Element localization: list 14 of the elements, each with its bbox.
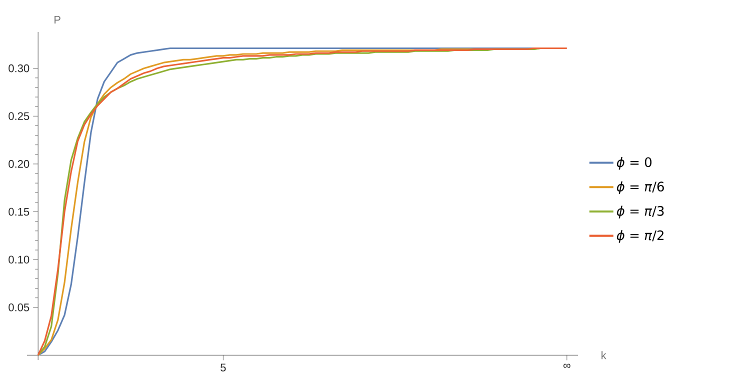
x-axis-title: k [602, 351, 606, 360]
x-tick-label: ∞ [563, 364, 570, 368]
y-tick-label: 0.10 [8, 256, 30, 264]
x-tick-label: 5 [220, 364, 226, 372]
legend-label: ϕ = 0 [616, 157, 652, 170]
y-tick-label: 0.05 [8, 304, 30, 312]
y-tick-label: 0.25 [8, 112, 30, 120]
y-tick-label: 0.20 [8, 160, 30, 168]
legend-label: ϕ = π/3 [616, 206, 664, 218]
y-axis-title: P [54, 16, 60, 24]
y-tick-label: 0.30 [8, 64, 30, 72]
legend-label: ϕ = π/2 [616, 230, 664, 243]
y-tick-label: 0.15 [8, 208, 30, 216]
legend-label: ϕ = π/6 [616, 181, 664, 194]
